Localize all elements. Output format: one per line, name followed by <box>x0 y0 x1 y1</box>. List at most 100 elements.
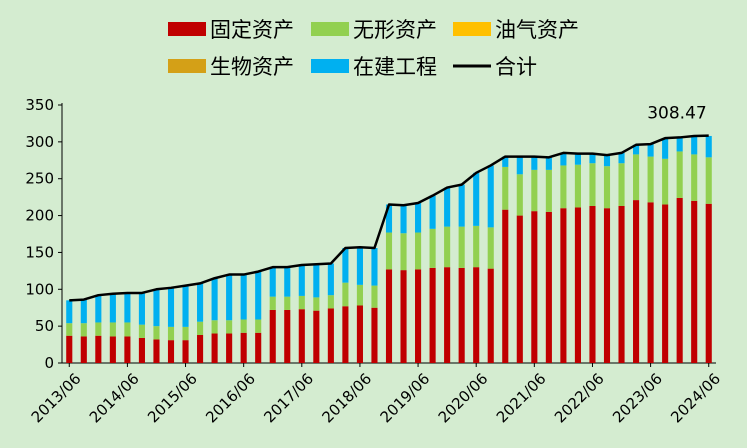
bar-segment <box>269 309 276 363</box>
x-tick-label: 2014/06 <box>86 370 143 427</box>
bar-segment <box>691 135 698 155</box>
bar-segment <box>676 197 683 363</box>
bar-segment <box>95 335 102 363</box>
bar-segment <box>342 306 349 363</box>
bar-segment <box>545 169 552 212</box>
bar-segment <box>211 333 218 363</box>
y-tick-label: 200 <box>25 207 54 225</box>
x-tick-label: 2020/06 <box>435 370 492 427</box>
bar-segment <box>502 156 509 167</box>
x-tick-label: 2016/06 <box>202 370 259 427</box>
bar-segment <box>662 204 669 363</box>
total-annotation: 308.47 <box>647 104 706 124</box>
bar-segment <box>385 269 393 363</box>
bar-segment <box>560 152 567 166</box>
bar-segment <box>240 332 247 363</box>
bar-segment <box>603 166 611 209</box>
bar-segment <box>66 323 73 336</box>
x-tick-label: 2015/06 <box>144 370 201 427</box>
bar-segment <box>633 154 640 201</box>
bar-segment <box>516 174 523 216</box>
bar-segment <box>66 335 73 363</box>
x-tick-label: 2017/06 <box>260 370 317 427</box>
bar-segment <box>226 274 233 321</box>
y-tick-label: 300 <box>25 133 54 151</box>
bar-segment <box>167 340 175 363</box>
bar-segment <box>371 285 378 308</box>
bar-segment <box>429 195 436 229</box>
bar-segment <box>444 267 451 363</box>
bar-segment <box>80 336 87 363</box>
y-tick-label: 100 <box>25 280 54 298</box>
bar-segment <box>662 158 669 205</box>
bar-segment <box>545 157 552 170</box>
bar-segment <box>226 320 233 334</box>
x-tick-label: 2024/06 <box>667 370 724 427</box>
bar-segment <box>298 264 305 296</box>
bar-segment <box>327 308 334 363</box>
bar-segment <box>473 172 480 226</box>
bar-segment <box>458 267 465 363</box>
bar-segment <box>226 333 233 363</box>
bar-segment <box>255 332 262 363</box>
bar-segment <box>400 270 407 363</box>
bar-segment <box>676 151 683 198</box>
total-line <box>69 134 709 302</box>
bar-segment <box>560 208 567 363</box>
bar-segment <box>603 208 611 363</box>
bar-segment <box>153 289 160 327</box>
bar-segment <box>124 292 131 323</box>
bar-segment <box>356 305 363 363</box>
bar-segment <box>269 267 276 297</box>
y-tick-label: 250 <box>25 170 54 188</box>
bar-segment <box>138 337 145 363</box>
bar-segment <box>647 202 654 363</box>
bar-segment <box>371 248 378 286</box>
bar-segment <box>647 144 654 157</box>
bar-segment <box>182 285 189 327</box>
bar-segment <box>385 204 393 233</box>
y-tick-label: 0 <box>44 354 54 372</box>
bar-segment <box>66 300 73 324</box>
bar-segment <box>473 225 480 268</box>
bar-segment <box>197 283 204 322</box>
bar-segment <box>385 232 393 270</box>
bar-segment <box>124 322 131 337</box>
bar-segment <box>80 299 87 324</box>
legend-label: 油气资产 <box>495 18 579 42</box>
bar-segment <box>240 319 247 333</box>
x-tick-label: 2018/06 <box>318 370 375 427</box>
bar-segment <box>327 295 334 309</box>
bar-segment <box>197 321 204 335</box>
bar-segment <box>633 200 640 363</box>
bar-segment <box>153 339 160 363</box>
bar-segment <box>560 165 567 209</box>
bar-segment <box>603 155 611 167</box>
x-tick-label: 2021/06 <box>493 370 550 427</box>
bar-segment <box>705 157 712 204</box>
y-tick-label: 150 <box>25 243 54 261</box>
bar-segment <box>415 203 422 233</box>
bar-segment <box>124 336 131 363</box>
legend-swatch <box>168 22 206 36</box>
bar-segment <box>473 267 480 363</box>
bar-segment <box>298 309 305 363</box>
x-tick-label: 2023/06 <box>609 370 666 427</box>
bar-segment <box>240 274 247 320</box>
bar-segment <box>458 184 465 227</box>
bar-segment <box>109 336 116 363</box>
bar-segment <box>197 334 204 363</box>
bar-segment <box>691 154 698 201</box>
bar-segment <box>167 287 175 327</box>
bar-segment <box>255 271 262 320</box>
bar-segment <box>516 215 523 363</box>
bar-segment <box>444 226 451 268</box>
bar-segment <box>298 295 305 310</box>
bar-segment <box>574 207 581 363</box>
bar-segment <box>574 153 581 165</box>
bar-segment <box>444 187 451 227</box>
bar-segment <box>95 295 102 323</box>
legend-swatch <box>168 59 206 73</box>
bar-segment <box>356 247 363 285</box>
